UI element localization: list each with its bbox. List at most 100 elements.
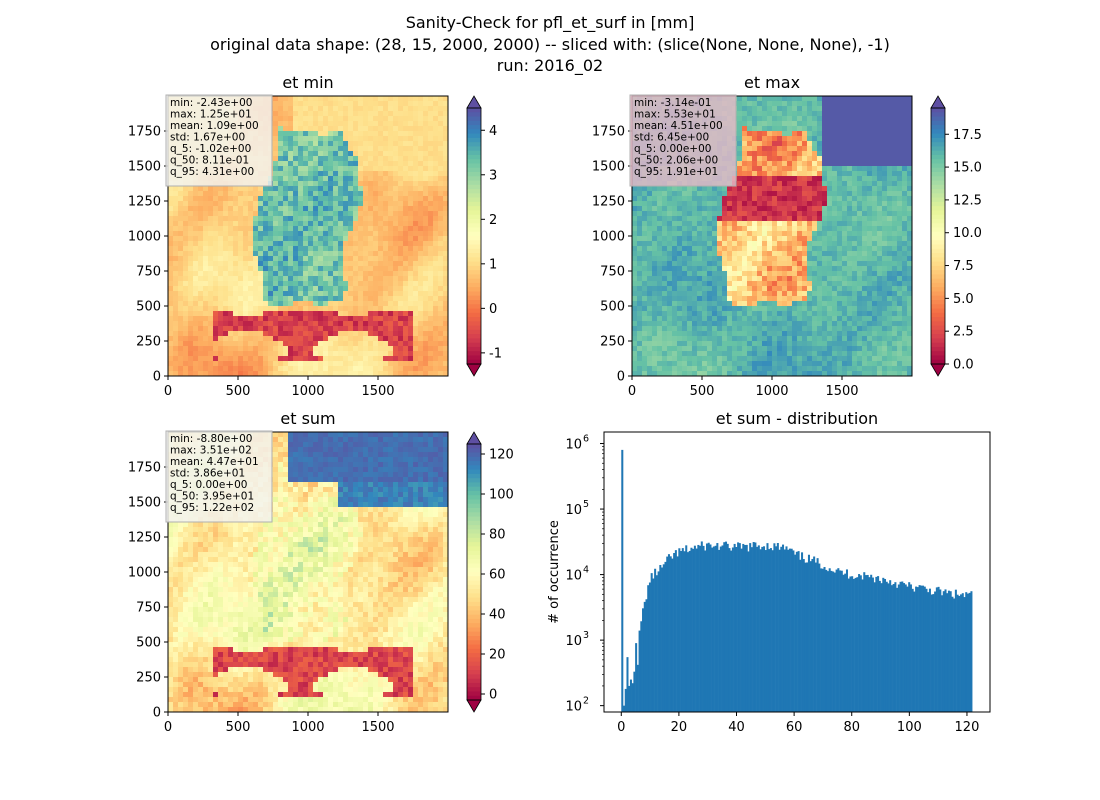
- heatmap-cell: [762, 206, 768, 212]
- heatmap-cell: [637, 296, 643, 302]
- heatmap-cell: [677, 296, 683, 302]
- heatmap-cell: [328, 166, 334, 172]
- heatmap-cell: [258, 346, 264, 352]
- heatmap-cell: [283, 176, 289, 182]
- heatmap-cell: [727, 356, 733, 362]
- heatmap-cell: [787, 96, 793, 102]
- heatmap-cell: [777, 241, 783, 247]
- heatmap-cell: [702, 311, 708, 317]
- heatmap-cell: [662, 191, 668, 197]
- heatmap-cell: [418, 196, 424, 202]
- heatmap-cell: [298, 281, 304, 287]
- heatmap-cell: [313, 241, 319, 247]
- heatmap-cell: [747, 281, 753, 287]
- heatmap-cell: [438, 291, 444, 297]
- heatmap-cell: [268, 216, 274, 222]
- heatmap-cell: [418, 181, 424, 187]
- heatmap-cell: [423, 116, 429, 122]
- heatmap-cell: [313, 291, 319, 297]
- heatmap-cell: [263, 246, 269, 252]
- heatmap-cell: [288, 121, 294, 127]
- heatmap-cell: [358, 151, 364, 157]
- heatmap-cell: [168, 241, 174, 247]
- heatmap-cell: [368, 251, 374, 257]
- heatmap-cell: [313, 131, 319, 137]
- heatmap-cell: [443, 156, 448, 162]
- heatmap-cell: [348, 371, 354, 376]
- heatmap-cell: [777, 306, 783, 312]
- heatmap-cell: [443, 126, 448, 132]
- heatmap-cell: [348, 111, 354, 117]
- heatmap-cell: [692, 256, 698, 262]
- heatmap-cell: [228, 351, 234, 357]
- heatmap-cell: [647, 221, 653, 227]
- heatmap-cell: [697, 366, 703, 372]
- heatmap-cell: [398, 101, 404, 107]
- heatmap-cell: [373, 231, 379, 237]
- heatmap-cell: [338, 161, 344, 167]
- heatmap-cell: [398, 126, 404, 132]
- heatmap-cell: [368, 321, 374, 327]
- heatmap-cell: [258, 186, 264, 192]
- heatmap-cell: [423, 216, 429, 222]
- heatmap-cell: [637, 271, 643, 277]
- heatmap-cell: [433, 356, 439, 362]
- heatmap-cell: [772, 181, 778, 187]
- heatmap-cell: [248, 191, 254, 197]
- heatmap-cell: [767, 266, 773, 272]
- heatmap-cell: [418, 276, 424, 282]
- heatmap-cell: [268, 241, 274, 247]
- heatmap-cell: [667, 321, 673, 327]
- heatmap-cell: [188, 261, 194, 267]
- heatmap-cell: [682, 331, 688, 337]
- heatmap-cell: [363, 296, 369, 302]
- heatmap-cell: [702, 191, 708, 197]
- heatmap-cell: [642, 241, 648, 247]
- heatmap-cell: [388, 301, 394, 307]
- heatmap-cell: [323, 316, 329, 322]
- heatmap-cell: [747, 156, 753, 162]
- heatmap-cell: [762, 241, 768, 247]
- heatmap-cell: [368, 276, 374, 282]
- heatmap-cell: [752, 236, 758, 242]
- heatmap-cell: [443, 301, 448, 307]
- heatmap-cell: [198, 221, 204, 227]
- heatmap-cell: [223, 226, 229, 232]
- heatmap-cell: [328, 216, 334, 222]
- heatmap-cell: [363, 121, 369, 127]
- heatmap-cell: [178, 216, 184, 222]
- heatmap-cell: [697, 296, 703, 302]
- heatmap-cell: [258, 366, 264, 372]
- heatmap-cell: [637, 286, 643, 292]
- heatmap-cell: [737, 111, 743, 117]
- heatmap-cell: [308, 151, 314, 157]
- heatmap-cell: [438, 371, 444, 376]
- heatmap-cell: [358, 251, 364, 257]
- heatmap-cell: [637, 291, 643, 297]
- heatmap-cell: [233, 266, 239, 272]
- heatmap-cell: [343, 326, 349, 332]
- heatmap-cell: [737, 241, 743, 247]
- heatmap-cell: [363, 186, 369, 192]
- heatmap-cell: [268, 276, 274, 282]
- heatmap-cell: [413, 286, 419, 292]
- heatmap-cell: [782, 126, 788, 132]
- heatmap-cell: [373, 316, 379, 322]
- heatmap-cell: [762, 201, 768, 207]
- heatmap-cell: [712, 206, 718, 212]
- heatmap-cell: [278, 251, 284, 257]
- heatmap-cell: [293, 186, 299, 192]
- heatmap-cell: [702, 361, 708, 367]
- heatmap-cell: [443, 131, 448, 137]
- colorbar-segment: [467, 116, 481, 122]
- heatmap-cell: [338, 316, 344, 322]
- heatmap-cell: [687, 371, 693, 376]
- heatmap-cell: [408, 301, 414, 307]
- heatmap-cell: [353, 346, 359, 352]
- heatmap-cell: [637, 331, 643, 337]
- heatmap-cell: [667, 281, 673, 287]
- heatmap-cell: [677, 201, 683, 207]
- heatmap-cell: [398, 311, 404, 317]
- heatmap-cell: [712, 296, 718, 302]
- heatmap-cell: [388, 191, 394, 197]
